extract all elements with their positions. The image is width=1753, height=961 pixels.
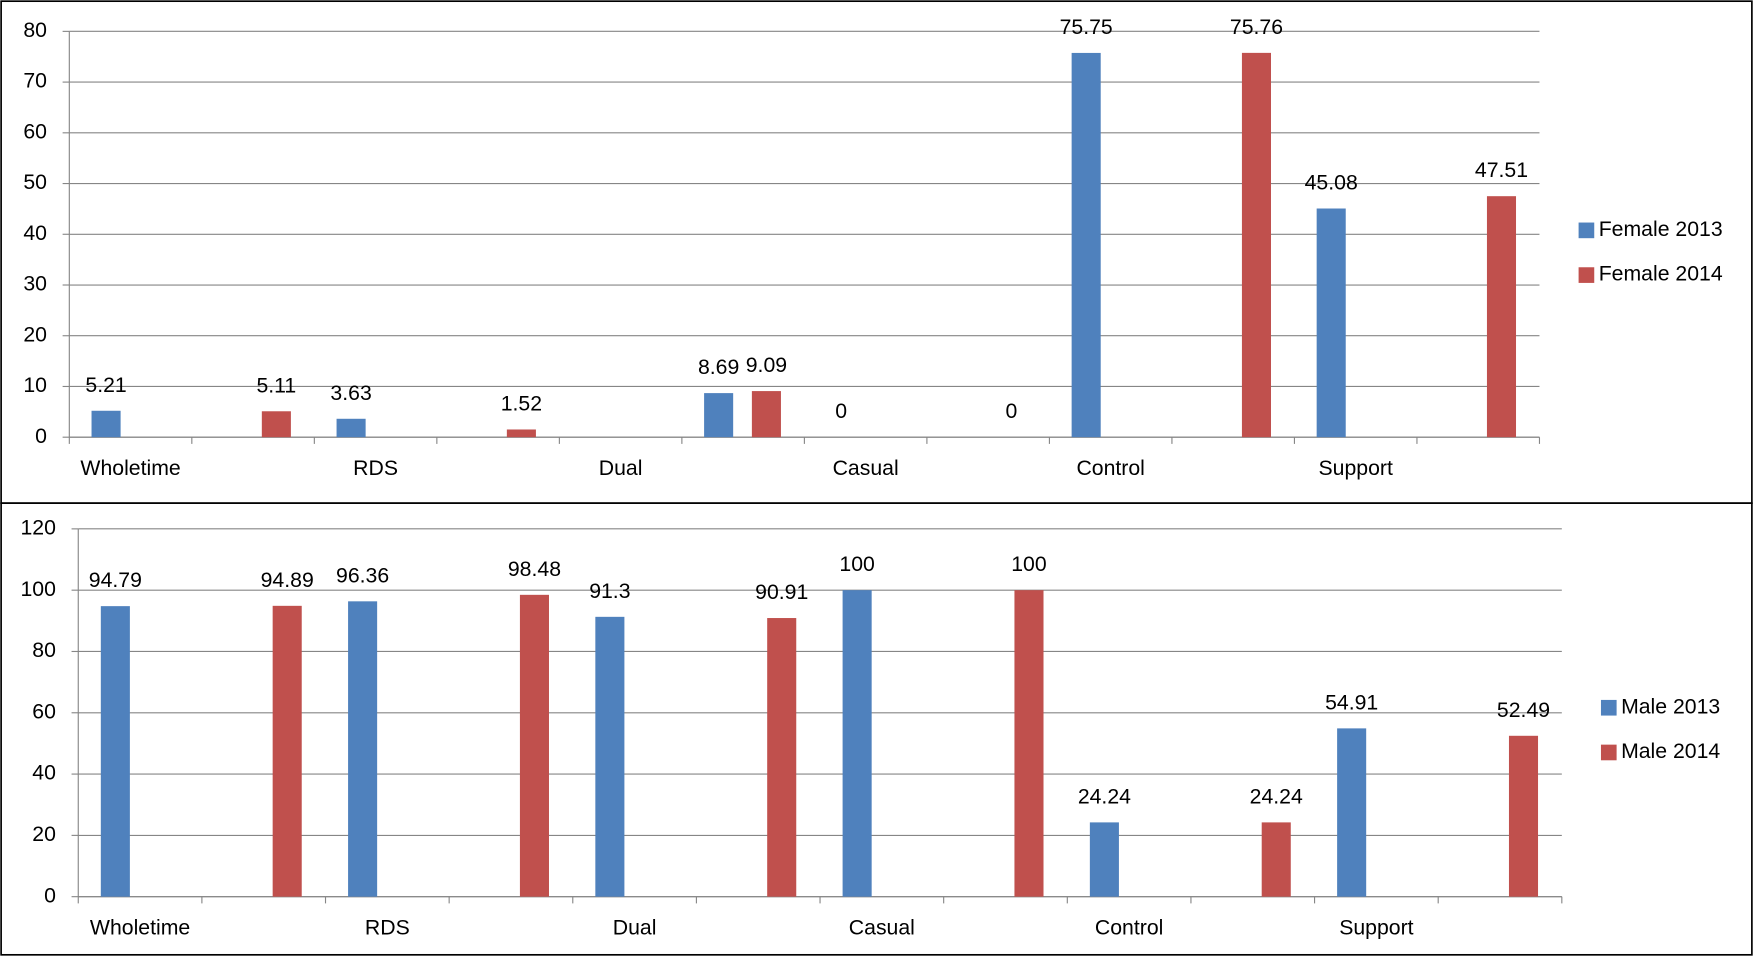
top-panel xyxy=(0,0,1753,504)
bar xyxy=(767,618,797,897)
y-tick-label: 120 xyxy=(20,515,55,539)
bar xyxy=(842,590,872,897)
bar xyxy=(1316,208,1346,438)
bar xyxy=(1508,735,1539,897)
bar xyxy=(91,410,121,438)
x-tick-label: Casual xyxy=(849,916,915,940)
bar xyxy=(1337,728,1367,897)
value-label: 9.09 xyxy=(746,353,787,377)
x-tick-label: Dual xyxy=(599,456,643,480)
x-tick-label: RDS xyxy=(353,456,398,480)
x-tick-label: Control xyxy=(1076,456,1144,480)
x-tick-label: Control xyxy=(1095,916,1163,940)
x-tick-label: RDS xyxy=(365,916,410,940)
bar xyxy=(261,411,291,438)
bar xyxy=(519,594,549,897)
bar xyxy=(506,429,536,438)
y-tick-label: 50 xyxy=(23,170,47,194)
bar xyxy=(1014,590,1044,897)
bar xyxy=(1071,52,1101,438)
y-tick-label: 80 xyxy=(23,18,47,42)
y-tick-label: 0 xyxy=(44,883,56,907)
y-tick-label: 40 xyxy=(32,761,56,785)
x-tick-label: Support xyxy=(1339,916,1413,940)
y-tick-label: 10 xyxy=(23,373,47,397)
bar xyxy=(348,601,378,897)
value-label: 91.3 xyxy=(589,579,630,603)
value-label: 54.91 xyxy=(1325,690,1378,714)
legend-swatch xyxy=(1578,222,1595,239)
value-label: 3.63 xyxy=(330,381,371,405)
bar xyxy=(1241,52,1271,438)
bar xyxy=(336,418,366,438)
value-label: 100 xyxy=(1011,552,1046,576)
legend-label: Male 2013 xyxy=(1621,694,1720,718)
x-tick-label: Wholetime xyxy=(80,456,180,480)
bar xyxy=(1486,196,1517,438)
y-tick-label: 80 xyxy=(32,638,56,662)
value-label: 98.48 xyxy=(508,557,561,581)
x-tick-label: Wholetime xyxy=(90,916,190,940)
y-tick-label: 20 xyxy=(32,822,56,846)
y-tick-label: 60 xyxy=(32,699,56,723)
value-label: 47.51 xyxy=(1475,158,1528,182)
legend-swatch xyxy=(1600,699,1617,716)
x-tick-label: Dual xyxy=(613,916,657,940)
legend-label: Female 2014 xyxy=(1599,262,1723,286)
value-label: 75.75 xyxy=(1060,15,1113,39)
y-tick-label: 20 xyxy=(23,322,47,346)
legend-label: Male 2014 xyxy=(1621,739,1720,763)
bar xyxy=(1261,822,1291,897)
bar xyxy=(751,391,781,438)
value-label: 100 xyxy=(839,552,874,576)
x-tick-label: Support xyxy=(1319,456,1393,480)
y-tick-label: 100 xyxy=(20,577,55,601)
value-label: 45.08 xyxy=(1305,171,1358,195)
value-label: 90.91 xyxy=(755,580,808,604)
x-tick-label: Casual xyxy=(833,456,899,480)
value-label: 94.89 xyxy=(261,568,314,592)
value-label: 24.24 xyxy=(1078,784,1131,808)
value-label: 75.76 xyxy=(1230,15,1283,39)
value-label: 8.69 xyxy=(698,355,739,379)
y-tick-label: 40 xyxy=(23,221,47,245)
value-label: 0 xyxy=(1006,399,1018,423)
legend-label: Female 2013 xyxy=(1599,217,1723,241)
bar xyxy=(272,605,302,897)
bar xyxy=(595,616,625,897)
value-label: 96.36 xyxy=(336,563,389,587)
value-label: 5.11 xyxy=(256,373,296,397)
bar xyxy=(100,606,130,897)
bar xyxy=(704,393,734,438)
value-label: 5.21 xyxy=(85,373,126,397)
value-label: 94.79 xyxy=(89,568,142,592)
bar xyxy=(1089,822,1119,897)
value-label: 52.49 xyxy=(1497,698,1550,722)
value-label: 0 xyxy=(835,399,847,423)
y-tick-label: 30 xyxy=(23,272,47,296)
legend-swatch xyxy=(1578,267,1595,283)
value-label: 24.24 xyxy=(1250,784,1303,808)
y-tick-label: 60 xyxy=(23,119,47,143)
value-label: 1.52 xyxy=(501,391,542,415)
y-tick-label: 0 xyxy=(35,424,47,448)
legend-swatch xyxy=(1600,744,1617,761)
y-tick-label: 70 xyxy=(23,69,47,93)
